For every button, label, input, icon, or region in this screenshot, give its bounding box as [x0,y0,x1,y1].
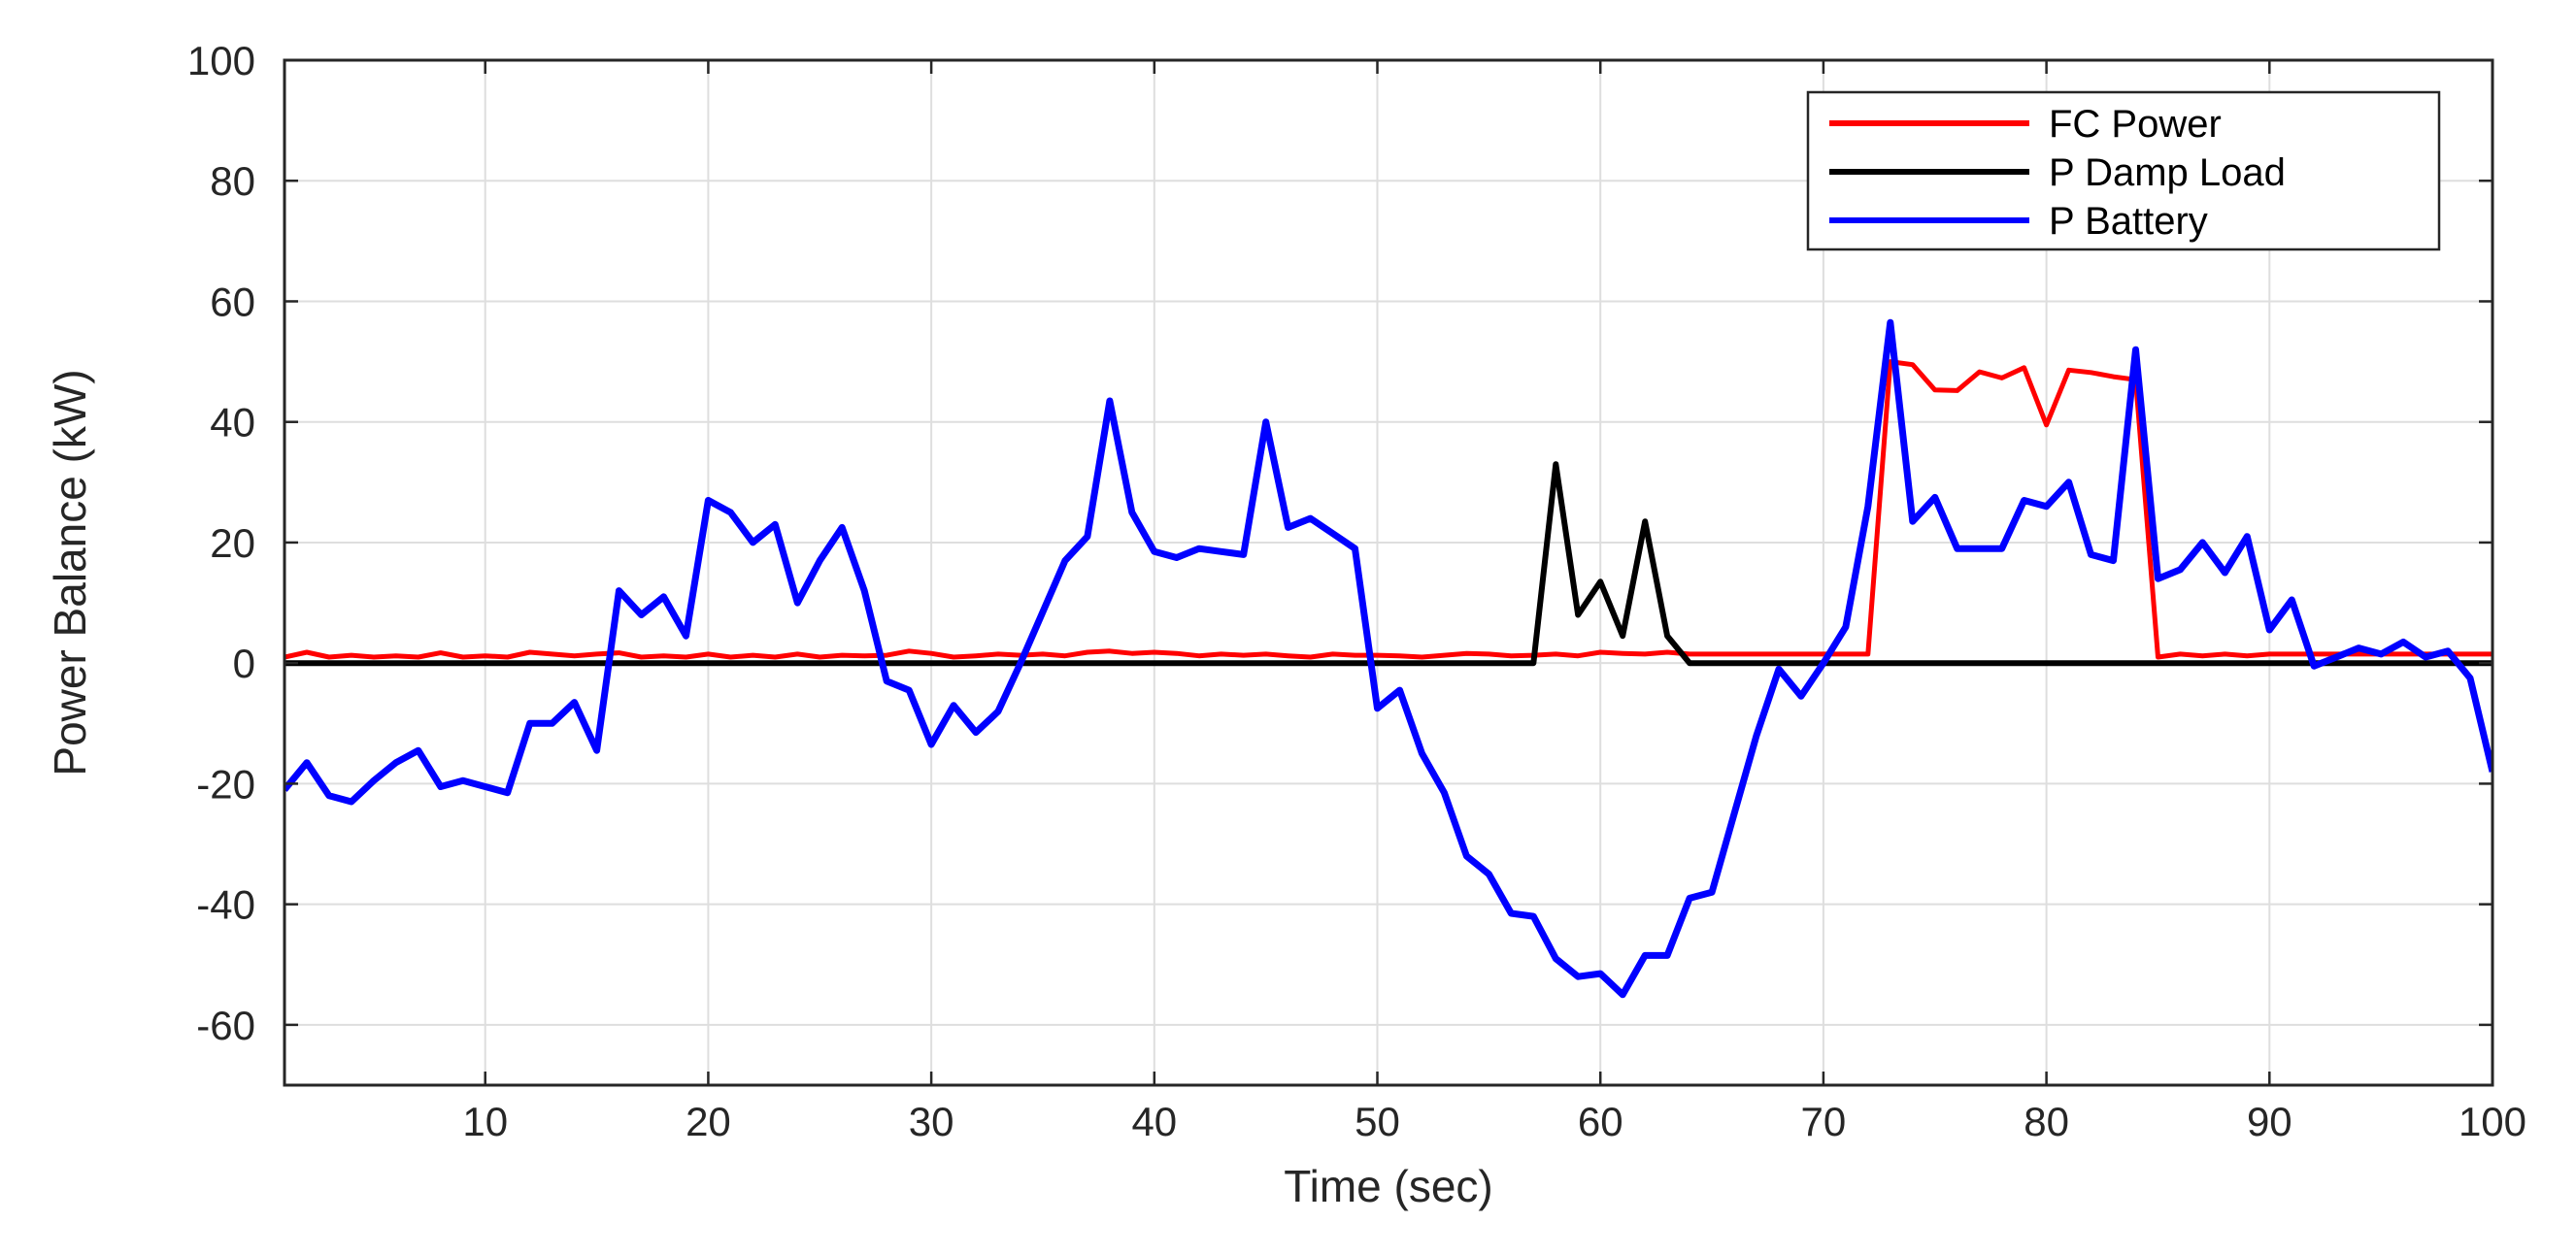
legend-entry-p-damp-load: P Damp Load [2049,151,2286,194]
y-tick-label: 40 [210,400,255,446]
legend: FC Power P Damp Load P Battery [1806,90,2441,251]
x-tick-label: 20 [686,1099,731,1144]
x-tick-label: 100 [2459,1099,2526,1144]
y-tick-label: 0 [233,641,255,686]
y-tick-label: 60 [210,279,255,324]
series-line-p-battery [284,318,2492,999]
y-tick-label: 100 [187,38,255,83]
x-tick-label: 30 [909,1099,954,1144]
legend-entry-fc-power: FC Power [2049,103,2222,146]
legend-entry-p-battery: P Battery [2049,200,2208,243]
x-tick-label: 50 [1355,1099,1400,1144]
x-axis-label: Time (sec) [1284,1161,1493,1211]
y-tick-label: -20 [196,761,255,807]
series-line-p-damp-load [284,461,2492,667]
x-tick-label: 70 [1801,1099,1847,1144]
x-tick-label: 10 [462,1099,508,1144]
y-tick-label: 80 [210,158,255,204]
plot-frame [283,58,2494,1087]
series-line-fc-power [284,359,2492,660]
tick-labels: 10 20 30 40 50 60 70 80 90 100 100 80 60 40 20 0 -20 -40 -… [187,38,2526,1144]
x-tick-label: 60 [1578,1099,1623,1144]
x-tick-label: 40 [1131,1099,1177,1144]
x-tick-label: 90 [2247,1099,2292,1144]
y-tick-label: 20 [210,520,255,566]
y-axis-label: Power Balance (kW) [45,369,95,776]
y-tick-label: -40 [196,882,255,928]
series-lines [284,318,2492,999]
x-tick-label: 80 [2024,1099,2069,1144]
y-tick-label: -60 [196,1003,255,1048]
